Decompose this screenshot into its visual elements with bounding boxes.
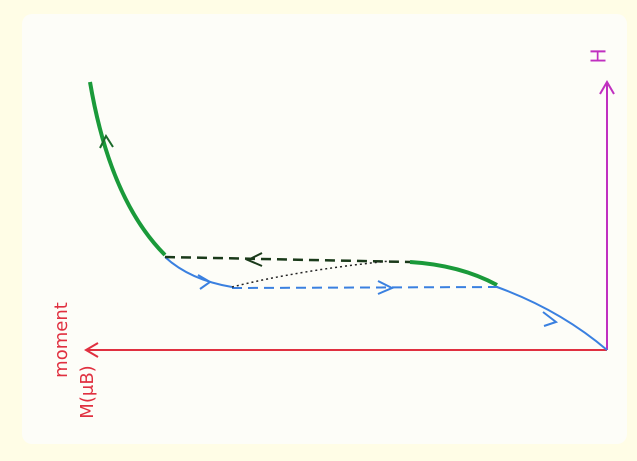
dashed-down-arrow <box>245 252 263 267</box>
moment-arrow <box>84 342 99 358</box>
dotted-curve <box>231 260 391 288</box>
dashed-up <box>231 286 501 289</box>
blue-curve-left <box>164 256 233 288</box>
up-arrow <box>99 133 114 149</box>
panel <box>22 14 627 444</box>
dashed-up-arrow <box>377 280 395 295</box>
blue-arrow-right <box>542 311 559 327</box>
green-curve-up <box>88 81 167 257</box>
moment-label: moment <box>51 302 72 378</box>
blue-curve-right <box>496 286 608 351</box>
blue-arrow-left <box>197 274 212 290</box>
field-label: H <box>587 48 611 63</box>
green-curve-mid <box>409 260 498 287</box>
field-arrow <box>599 80 615 95</box>
magnetization-label: M(μB) <box>77 365 98 418</box>
dashed-down <box>164 255 411 264</box>
